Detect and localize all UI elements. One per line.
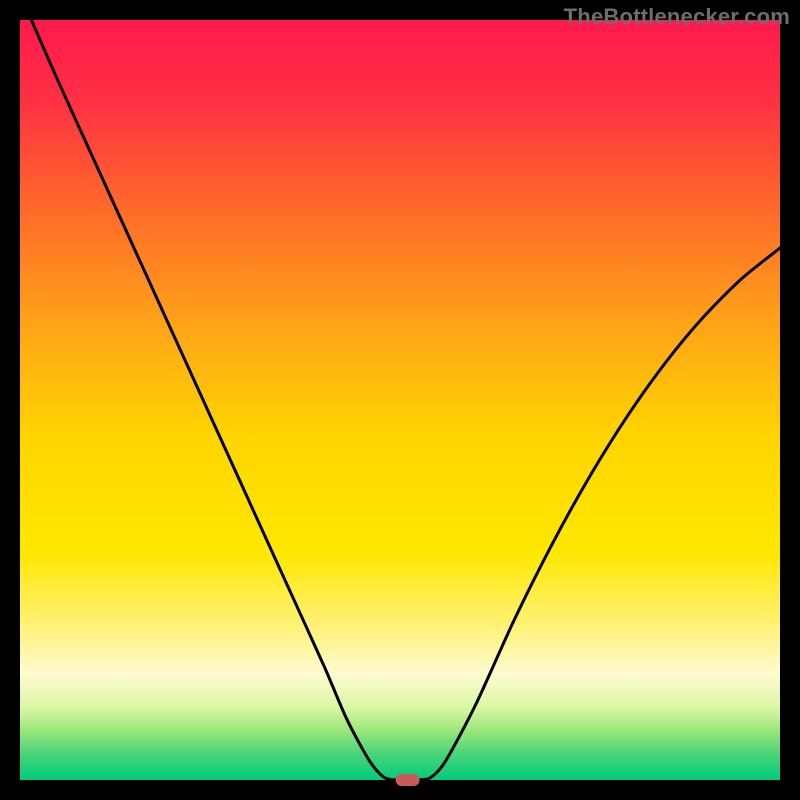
bottleneck-chart	[0, 0, 800, 800]
chart-stage: TheBottlenecker.com	[0, 0, 800, 800]
optimal-point-marker	[396, 774, 420, 786]
watermark-text: TheBottlenecker.com	[564, 4, 790, 30]
plot-area	[20, 20, 780, 780]
